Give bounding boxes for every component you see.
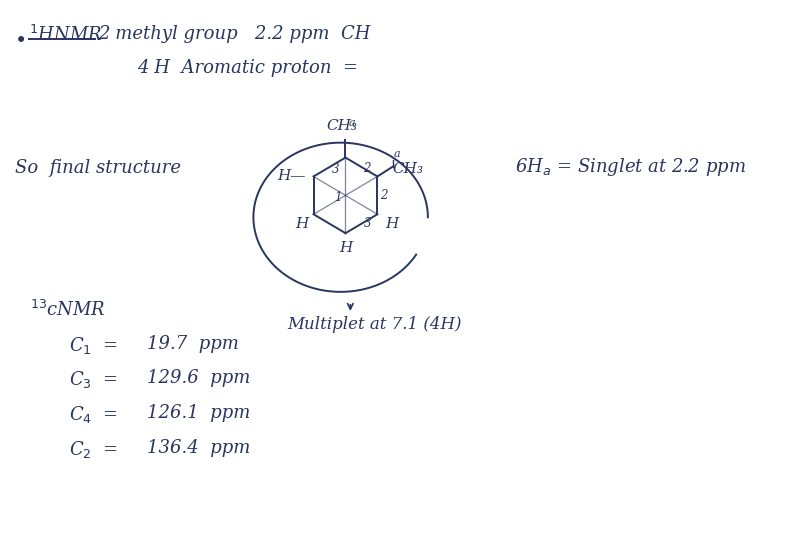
Text: 129.6  ppm: 129.6 ppm: [146, 370, 250, 387]
Text: 6H$_a$ = Singlet at 2.2 ppm: 6H$_a$ = Singlet at 2.2 ppm: [515, 156, 746, 178]
Text: a: a: [348, 118, 355, 128]
Text: H—: H—: [278, 170, 306, 184]
Text: 126.1  ppm: 126.1 ppm: [146, 404, 250, 422]
Text: Multiplet at 7.1 (4H): Multiplet at 7.1 (4H): [287, 316, 462, 333]
Text: 19.7  ppm: 19.7 ppm: [146, 335, 238, 353]
Text: C$_1$  =: C$_1$ =: [70, 335, 118, 356]
Text: C$_2$  =: C$_2$ =: [70, 439, 118, 460]
Text: 136.4  ppm: 136.4 ppm: [146, 439, 250, 457]
Text: 2: 2: [380, 189, 388, 202]
Text: H: H: [385, 217, 398, 231]
Text: H: H: [295, 217, 309, 231]
Text: C$_3$  =: C$_3$ =: [70, 370, 118, 391]
Text: $^{1}$HNMR: $^{1}$HNMR: [29, 25, 102, 45]
Text: •: •: [15, 31, 27, 51]
Text: a: a: [394, 149, 401, 158]
Text: C$_4$  =: C$_4$ =: [70, 404, 118, 425]
Text: 4 H  Aromatic proton  =: 4 H Aromatic proton =: [137, 59, 358, 77]
Text: 2 methyl group   2.2 ppm  CH: 2 methyl group 2.2 ppm CH: [98, 25, 371, 43]
Text: So  final structure: So final structure: [15, 158, 181, 177]
Text: 1: 1: [334, 191, 342, 204]
Text: $^{13}$cNMR: $^{13}$cNMR: [30, 300, 106, 320]
Text: 3: 3: [363, 217, 371, 230]
Text: 3: 3: [331, 163, 339, 175]
Text: CH₃: CH₃: [392, 162, 423, 175]
Text: 2: 2: [363, 162, 371, 174]
Text: CH₃: CH₃: [326, 119, 357, 133]
Text: H: H: [339, 241, 352, 255]
